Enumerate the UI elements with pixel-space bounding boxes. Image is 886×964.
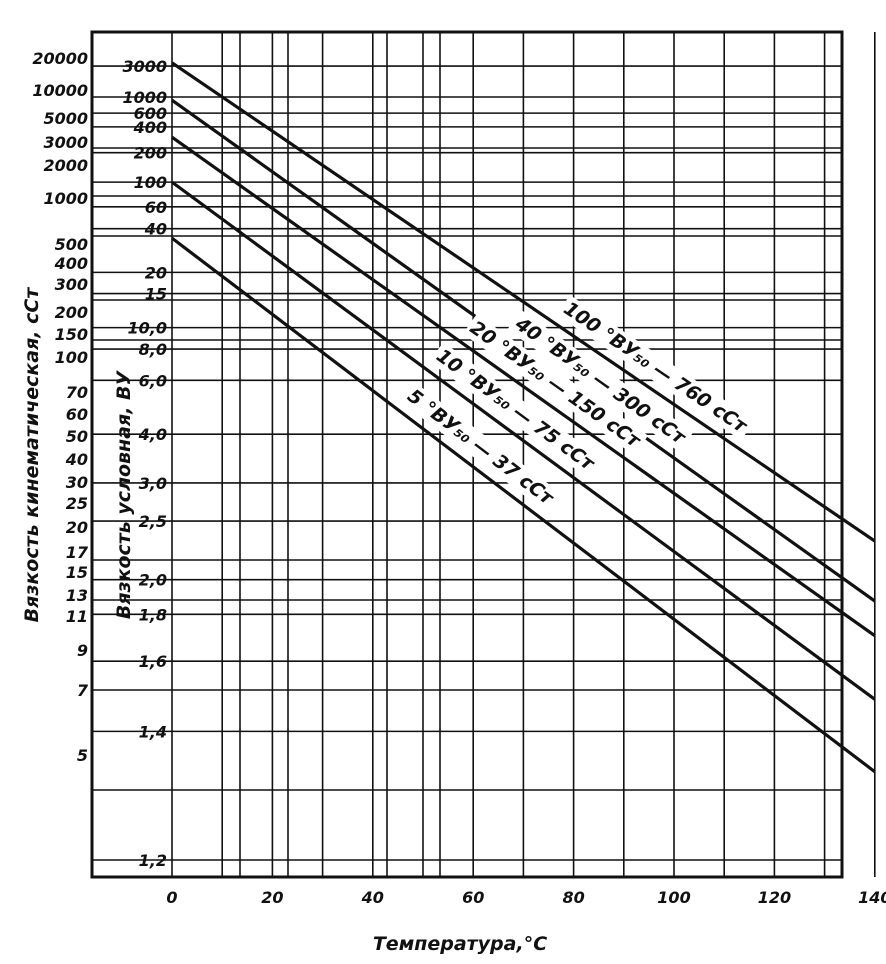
y-tick-label-conditional: 4,0 xyxy=(138,425,167,444)
x-tick-label: 60 xyxy=(462,888,484,907)
y-tick-label-kinematic: 30 xyxy=(66,473,88,492)
x-tick-label: 140 xyxy=(858,888,886,907)
y-tick-label-kinematic: 9 xyxy=(77,641,88,660)
grid-layer xyxy=(92,32,876,877)
y-tick-label-conditional: 1000 xyxy=(122,88,167,107)
series-line xyxy=(171,236,876,773)
y-tick-label-kinematic: 1000 xyxy=(43,189,88,208)
series-label-background xyxy=(556,294,755,441)
y-tick-label-conditional: 1,6 xyxy=(139,652,167,671)
x-tick-label: 40 xyxy=(361,888,384,907)
y-tick-label-kinematic: 11 xyxy=(66,607,88,626)
y-tick-label-conditional: 400 xyxy=(133,118,167,137)
y-tick-label-conditional: 1,4 xyxy=(139,722,167,741)
y-tick-label-kinematic: 150 xyxy=(55,325,88,344)
y-tick-label-kinematic: 5000 xyxy=(43,109,88,128)
series-line xyxy=(171,180,876,701)
y-tick-label-conditional: 3000 xyxy=(122,57,167,76)
series-label-background xyxy=(507,309,694,452)
y-tick-label-conditional: 1,2 xyxy=(139,851,167,870)
series-label-background xyxy=(462,314,649,456)
y-tick-label-kinematic: 400 xyxy=(54,254,88,273)
y-tick-label-conditional: 100 xyxy=(134,173,167,192)
y-tick-label-kinematic: 50 xyxy=(66,427,88,446)
y-tick-label-conditional: 1,8 xyxy=(139,605,167,624)
y-tick-label-kinematic: 2000 xyxy=(43,156,88,175)
y-tick-label-conditional: 600 xyxy=(134,104,167,123)
y-tick-label-conditional: 15 xyxy=(145,285,167,304)
plot-frame xyxy=(90,30,844,879)
y-tick-label-conditional: 40 xyxy=(144,220,167,239)
y-tick-label-conditional: 3,0 xyxy=(139,474,167,493)
series-label-group: 5 °ВУ₅₀ — 37 сСт xyxy=(400,382,562,513)
y-tick-label-conditional: 8,0 xyxy=(139,340,167,359)
series-label-background xyxy=(400,382,562,513)
y-tick-label-conditional: 200 xyxy=(134,144,167,163)
series-label-background xyxy=(429,342,602,479)
y-axis-title-kinematic: Вязкость кинематическая, сСт xyxy=(21,287,43,623)
y-tick-label-conditional: 10,0 xyxy=(128,319,167,338)
x-tick-label: 0 xyxy=(166,888,177,907)
x-tick-label: 120 xyxy=(758,888,791,907)
y-tick-label-kinematic: 70 xyxy=(66,383,88,402)
x-axis-title: Температура,°С xyxy=(373,933,547,955)
y-tick-label-kinematic: 500 xyxy=(55,235,88,254)
y-tick-label-conditional: 20 xyxy=(145,263,167,282)
series-line xyxy=(171,135,876,638)
tick-layer: 300010006004002001006040201510,08,06,04,… xyxy=(32,49,886,907)
y-tick-label-conditional: 2,0 xyxy=(139,571,167,590)
y-tick-label-conditional: 2,5 xyxy=(139,512,167,531)
y-tick-label-kinematic: 15 xyxy=(66,563,88,582)
x-tick-label: 20 xyxy=(261,888,283,907)
y-tick-label-kinematic: 10000 xyxy=(32,81,88,100)
y-tick-label-kinematic: 7 xyxy=(77,681,89,700)
x-tick-label: 80 xyxy=(562,888,584,907)
y-tick-label-kinematic: 20 xyxy=(66,518,88,537)
y-tick-label-conditional: 60 xyxy=(145,198,167,217)
y-axis-title-conditional: Вязкость условная, ВУ xyxy=(113,369,135,619)
y-tick-label-kinematic: 60 xyxy=(66,405,88,424)
x-tick-label: 100 xyxy=(657,888,690,907)
y-tick-label-kinematic: 17 xyxy=(66,543,89,562)
y-tick-label-kinematic: 25 xyxy=(66,494,88,513)
series-line xyxy=(171,61,876,543)
y-tick-label-kinematic: 40 xyxy=(65,450,88,469)
y-tick-label-kinematic: 300 xyxy=(55,275,88,294)
y-tick-label-conditional: 6,0 xyxy=(139,371,167,390)
y-tick-label-kinematic: 3000 xyxy=(43,133,88,152)
y-tick-label-kinematic: 5 xyxy=(77,746,88,765)
y-tick-label-kinematic: 20000 xyxy=(32,49,88,68)
y-tick-label-kinematic: 13 xyxy=(66,586,88,605)
y-tick-label-kinematic: 100 xyxy=(55,348,88,367)
y-tick-label-kinematic: 200 xyxy=(55,303,88,322)
